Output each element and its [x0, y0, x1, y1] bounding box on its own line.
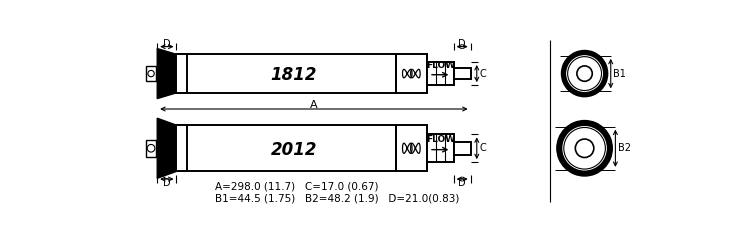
Text: B1=44.5 (1.75)   B2=48.2 (1.9)   D=21.0(0.83): B1=44.5 (1.75) B2=48.2 (1.9) D=21.0(0.83… [215, 193, 459, 203]
Text: 1812: 1812 [271, 66, 317, 84]
Bar [427, 62, 454, 85]
Text: B1: B1 [613, 69, 626, 79]
Circle shape [577, 66, 592, 81]
Text: D: D [163, 178, 171, 188]
Text: D: D [458, 178, 466, 188]
Circle shape [567, 56, 602, 91]
Text: D: D [163, 39, 171, 48]
Circle shape [148, 70, 154, 77]
Bar [176, 54, 396, 93]
Bar [176, 125, 396, 171]
Circle shape [563, 127, 606, 170]
Text: B2: B2 [618, 143, 631, 153]
Text: D: D [458, 39, 466, 48]
Bar [454, 68, 470, 79]
Text: FLOW: FLOW [426, 61, 454, 70]
Circle shape [147, 144, 155, 152]
Text: 2012: 2012 [271, 141, 317, 159]
Text: A=298.0 (11.7)   C=17.0 (0.67): A=298.0 (11.7) C=17.0 (0.67) [215, 182, 379, 192]
Text: C: C [479, 69, 486, 79]
Text: C: C [479, 143, 486, 153]
Bar [396, 125, 427, 171]
Polygon shape [158, 118, 176, 178]
Bar [146, 66, 156, 81]
Circle shape [575, 139, 594, 158]
Bar [396, 54, 427, 93]
Bar [176, 125, 188, 171]
Bar [146, 140, 156, 157]
Bar [454, 142, 470, 154]
Text: A: A [310, 100, 318, 110]
Bar [176, 54, 188, 93]
Bar [427, 134, 454, 162]
Polygon shape [158, 48, 176, 99]
Text: FLOW: FLOW [426, 135, 454, 144]
